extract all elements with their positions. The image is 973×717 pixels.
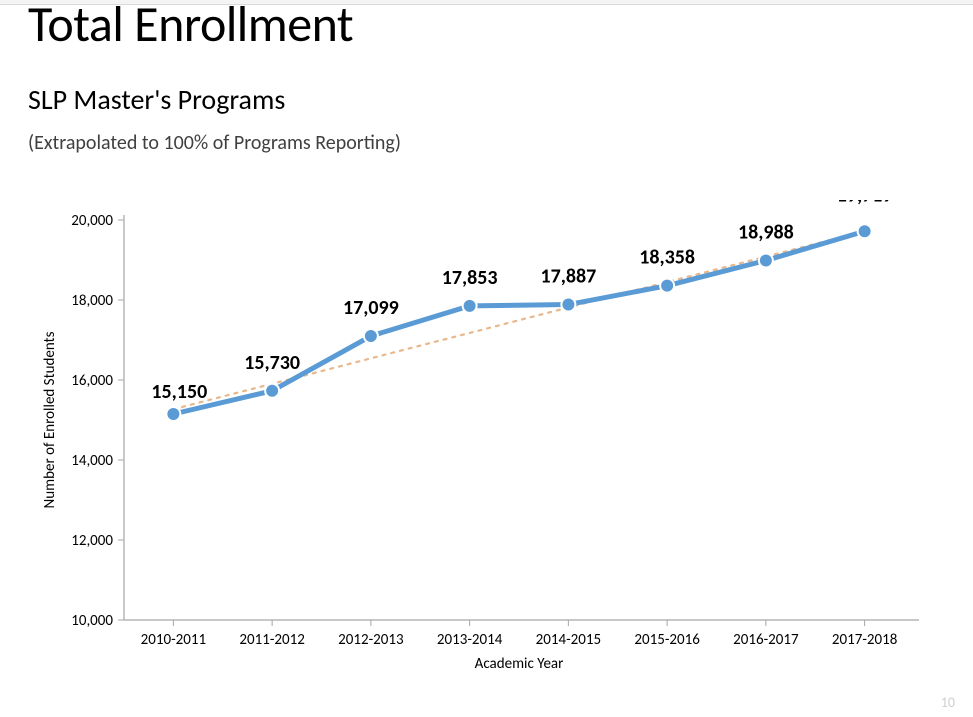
chart-svg: 10,000 12,000 14,000 16,000 18,000 20,000 2010… [24, 200, 950, 690]
svg-text:17,887: 17,887 [540, 265, 596, 289]
svg-text:17,099: 17,099 [343, 296, 399, 320]
svg-text:15,150: 15,150 [151, 380, 207, 404]
svg-text:2016-2017: 2016-2017 [733, 631, 799, 649]
svg-text:2010-2011: 2010-2011 [141, 631, 206, 649]
slide-top-border [0, 0, 973, 5]
svg-text:2014-2015: 2014-2015 [536, 631, 601, 649]
svg-text:16,000: 16,000 [71, 372, 113, 390]
svg-text:19,719: 19,719 [837, 200, 893, 207]
svg-text:18,988: 18,988 [738, 220, 794, 244]
svg-text:2013-2014: 2013-2014 [437, 631, 503, 649]
slide: Total Enrollment SLP Master's Programs (… [0, 0, 973, 717]
svg-text:18,000: 18,000 [71, 292, 113, 310]
slide-title: Total Enrollment [28, 0, 945, 50]
slide-note: (Extrapolated to 100% of Programs Report… [28, 131, 945, 155]
svg-text:10,000: 10,000 [71, 612, 113, 630]
svg-text:18,358: 18,358 [639, 246, 695, 270]
svg-text:2012-2013: 2012-2013 [338, 631, 404, 649]
slide-subtitle: SLP Master's Programs [28, 82, 945, 117]
svg-text:2011-2012: 2011-2012 [239, 631, 304, 649]
svg-text:Academic Year: Academic Year [475, 655, 564, 673]
svg-text:Number of Enrolled Students: Number of Enrolled Students [41, 331, 59, 508]
enrollment-line-chart: 10,000 12,000 14,000 16,000 18,000 20,000 2010… [24, 200, 950, 690]
svg-text:17,853: 17,853 [442, 266, 498, 290]
slide-number: 10 [941, 694, 955, 711]
svg-text:12,000: 12,000 [71, 532, 113, 550]
svg-text:2015-2016: 2015-2016 [634, 631, 700, 649]
svg-text:15,730: 15,730 [244, 351, 300, 375]
svg-text:2017-2018: 2017-2018 [832, 631, 897, 649]
svg-text:14,000: 14,000 [71, 452, 113, 470]
svg-text:20,000: 20,000 [71, 212, 113, 230]
